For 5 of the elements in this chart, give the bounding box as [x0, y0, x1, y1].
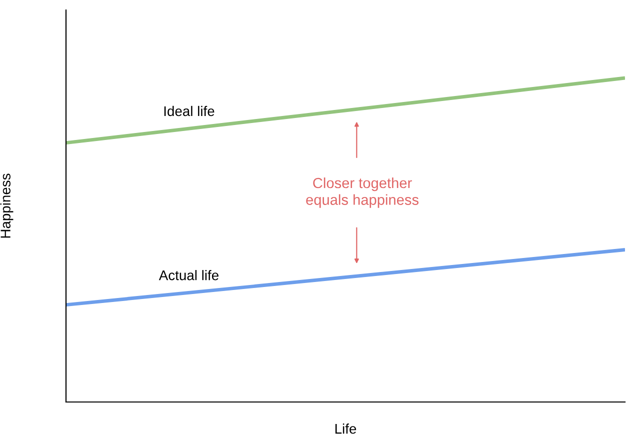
annotation: Closer together equals happiness [306, 177, 419, 208]
series-label: Ideal life [164, 106, 214, 116]
series-label: Actual life [158, 270, 218, 280]
x-axis-title: Life [335, 424, 356, 434]
y-axis-title: Happiness [0, 174, 14, 238]
